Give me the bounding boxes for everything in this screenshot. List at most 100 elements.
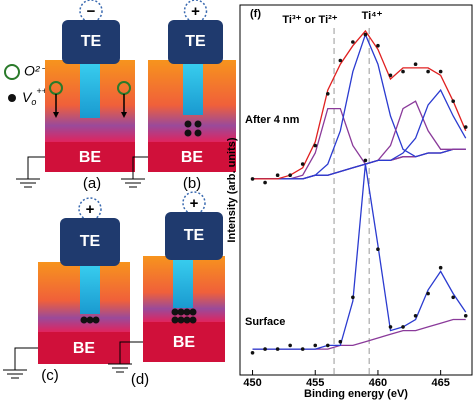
data-point: [388, 325, 393, 329]
vacancy-icon: [8, 94, 16, 102]
vacancy: [183, 308, 191, 316]
data-point: [351, 295, 355, 300]
ground-wire: [119, 341, 143, 364]
bottom-electrode: [148, 142, 236, 172]
fit-line: [252, 100, 466, 180]
bottom-electrode-label: BE: [73, 340, 96, 357]
bottom-electrode: [143, 322, 225, 362]
vacancy: [80, 316, 88, 324]
bottom-electrode-label: BE: [181, 149, 204, 166]
data-point: [426, 291, 430, 296]
vacancy: [92, 316, 100, 324]
data-point: [451, 295, 455, 300]
data-point: [351, 40, 355, 44]
data-point: [275, 347, 280, 351]
top-electrode-label: TE: [184, 227, 205, 244]
data-point: [338, 58, 343, 63]
x-tick-label: 455: [306, 377, 324, 389]
top-electrode: [165, 212, 223, 260]
charge-sign: +: [190, 195, 199, 212]
top-electrode: [62, 20, 120, 64]
ion-arrow-head: [121, 112, 127, 118]
vacancy: [86, 316, 94, 324]
vacancy: [194, 129, 202, 137]
data-point: [250, 351, 255, 355]
data-point: [288, 173, 292, 177]
panel-label: (b): [183, 175, 201, 192]
panel-label: (a): [83, 175, 101, 192]
data-point: [263, 180, 267, 185]
data-point: [313, 143, 318, 148]
fit-line: [252, 29, 467, 180]
data-point: [313, 343, 318, 348]
data-point: [275, 173, 280, 177]
top-electrode-label: TE: [185, 33, 206, 50]
legend: O²⁻ Vo++: [4, 63, 49, 107]
charge-sign: +: [191, 3, 200, 20]
x-tick-label: 450: [243, 377, 261, 389]
fit-line: [252, 164, 467, 350]
vacancy: [189, 316, 197, 324]
annotation: After 4 nm: [245, 114, 300, 126]
data-point: [451, 99, 455, 103]
x-axis-label: Binding energy (eV): [304, 388, 408, 400]
data-point: [438, 69, 443, 74]
plot-frame: [239, 4, 473, 376]
data-point: [250, 177, 255, 181]
vacancy: [171, 308, 179, 316]
top-electrode: [60, 218, 120, 266]
panel-label: (c): [41, 367, 59, 384]
bottom-electrode: [45, 142, 135, 172]
vacancy: [184, 120, 192, 128]
vacancy: [184, 129, 192, 137]
xps-plot: 450 455 460 465 (f) Ti³⁺ or Ti²⁺ Ti⁴⁺ After 4 n…: [226, 4, 473, 400]
vacancy: [189, 308, 197, 316]
top-electrode-label: TE: [80, 233, 101, 250]
panel-label: (f): [250, 8, 261, 20]
filament: [183, 60, 203, 115]
vacancy-label: Vo++: [22, 86, 47, 107]
top-electrode-label: TE: [81, 33, 102, 50]
ground-wire: [14, 347, 38, 370]
data-point: [325, 92, 330, 96]
charge-sign: +: [86, 201, 95, 218]
ion-label: O²⁻: [24, 63, 49, 79]
vacancy: [177, 316, 185, 324]
data-point: [413, 314, 418, 318]
annotation: Ti³⁺ or Ti²⁺: [282, 14, 337, 26]
data-point: [438, 265, 443, 270]
vacancy-sup: ++: [36, 86, 47, 96]
charge-sign: −: [87, 3, 96, 20]
y-axis-label: Intensity (arb. units): [226, 137, 238, 242]
data-point: [288, 343, 292, 348]
data-point: [401, 69, 405, 74]
data-point: [376, 247, 380, 251]
bottom-electrode: [38, 332, 130, 364]
filament: [80, 262, 100, 314]
ground-wire: [132, 156, 148, 179]
data-point: [463, 314, 468, 318]
annotation: Surface: [245, 316, 285, 328]
bottom-electrode-label: BE: [173, 334, 196, 351]
data-point: [463, 125, 468, 129]
top-electrode: [168, 20, 223, 64]
annotation: Ti⁴⁺: [362, 10, 383, 22]
vacancy-sub: o: [31, 97, 36, 107]
x-tick-label: 460: [369, 377, 387, 389]
fit-line: [252, 88, 467, 180]
ground-wire: [27, 156, 45, 179]
data-point: [338, 339, 343, 344]
data-point: [300, 347, 305, 351]
x-tick-label: 465: [431, 377, 449, 389]
vacancy: [171, 316, 179, 324]
data-point: [325, 343, 330, 348]
ion-arrow-head: [53, 112, 59, 118]
vacancy: [177, 308, 185, 316]
filament: [80, 60, 100, 118]
data-point: [388, 73, 393, 78]
filament: [173, 256, 193, 308]
data-point: [376, 43, 380, 48]
data-point: [426, 69, 430, 74]
